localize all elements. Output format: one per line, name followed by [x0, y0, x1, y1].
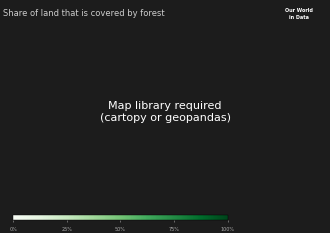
- Text: Share of land that is covered by forest: Share of land that is covered by forest: [3, 9, 165, 18]
- Text: Our World
in Data: Our World in Data: [285, 8, 313, 20]
- Text: Map library required
(cartopy or geopandas): Map library required (cartopy or geopand…: [100, 101, 230, 123]
